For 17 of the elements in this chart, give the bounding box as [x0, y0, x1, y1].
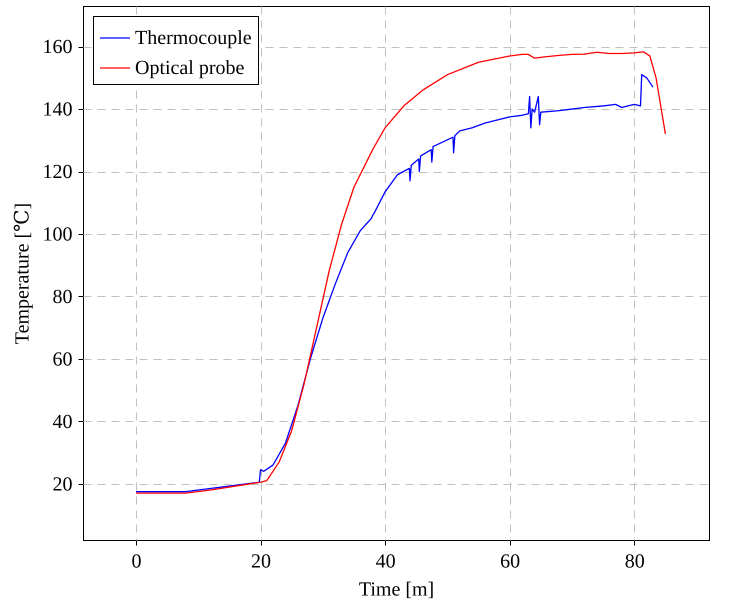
- x-tick-label: 0: [131, 550, 142, 572]
- y-tick-label: 40: [52, 410, 72, 433]
- y-tick-label: 20: [52, 473, 72, 496]
- x-tick-label: 40: [376, 550, 396, 572]
- y-tick-label: 60: [52, 348, 72, 370]
- legend-label: Optical probe: [135, 57, 245, 79]
- y-tick-label: 160: [42, 36, 72, 58]
- x-tick-label: 20: [251, 550, 272, 572]
- y-axis-title: Temperature [℃]: [12, 202, 34, 344]
- y-tick-label: 140: [42, 98, 72, 121]
- y-tick-label: 120: [42, 161, 72, 184]
- x-axis-title: Time [m]: [358, 578, 434, 600]
- x-tick-label: 60: [500, 550, 520, 572]
- y-tick-label: 100: [42, 223, 72, 246]
- x-tick-label: 80: [624, 550, 645, 572]
- y-tick-label: 80: [52, 286, 72, 308]
- legend-label: Thermocouple: [135, 27, 252, 49]
